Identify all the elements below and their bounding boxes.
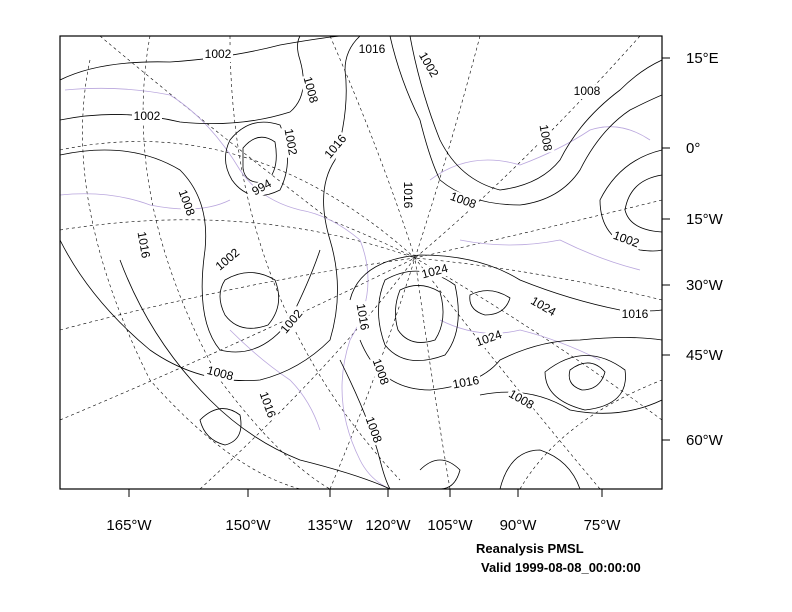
x-ticks — [128, 489, 603, 497]
contour-label: 1008 — [206, 363, 236, 384]
lat-label: 0° — [686, 140, 700, 157]
y-ticks — [662, 57, 670, 441]
lon-label: 165°W — [106, 517, 152, 534]
contour-label-bg — [535, 122, 555, 154]
contour-label-bg — [203, 48, 233, 62]
contour-label-bg — [450, 373, 482, 393]
contour-label: 1016 — [401, 182, 415, 209]
contour-label: 1016 — [451, 373, 480, 391]
contour-label-bg — [212, 244, 244, 276]
contour-label: 1002 — [205, 47, 232, 61]
lat-label: 30°W — [686, 277, 724, 294]
contour-label: 1016 — [135, 230, 153, 259]
contour-label: 1016 — [622, 307, 649, 321]
contour-label-bg — [280, 126, 300, 158]
lat-label: 15°E — [686, 50, 719, 67]
contour-label-bg — [255, 388, 279, 422]
contour-label-bg — [276, 306, 308, 338]
contour-label-bg — [361, 413, 385, 447]
lon-label: 90°W — [500, 517, 538, 534]
contour-label: 1008 — [574, 84, 601, 98]
contour-label: 1016 — [359, 42, 386, 56]
lat-label: 45°W — [686, 347, 724, 364]
lat-label: 60°W — [686, 432, 724, 449]
contour-label-bg — [352, 301, 372, 333]
contour-label-bg — [414, 48, 442, 82]
contour-label-bg — [132, 110, 162, 124]
contour-label: 1016 — [354, 302, 372, 331]
contour-label-bg — [357, 43, 387, 57]
contour-label: 1008 — [537, 123, 555, 152]
map-body — [60, 36, 662, 489]
contour-label-bg — [368, 355, 392, 389]
isobars — [60, 36, 662, 489]
contour-label-bg — [133, 229, 153, 261]
contour-label-bg — [299, 73, 321, 107]
contour-label-bg — [609, 228, 643, 252]
contour-label-bg — [472, 327, 506, 351]
lon-label: 150°W — [225, 517, 271, 534]
contour-label: 1008 — [301, 75, 322, 105]
contour-label-bg — [245, 174, 279, 202]
contour-label-bg — [526, 293, 560, 321]
contour-label-bg — [504, 386, 538, 414]
y-axis-labels: 15°E 0° 15°W 30°W 45°W 60°W — [686, 50, 724, 449]
lat-label: 15°W — [686, 211, 724, 228]
contour-label-bg — [174, 186, 198, 220]
lon-label: 75°W — [584, 517, 622, 534]
map-frame — [59, 35, 663, 490]
plot-title: Reanalysis PMSL — [476, 541, 584, 556]
contour-label-bg — [320, 131, 352, 163]
contour-label-bg — [400, 180, 414, 210]
contour-label-bg — [620, 308, 650, 322]
contour-label-bg — [418, 261, 452, 283]
lon-label: 105°W — [427, 517, 473, 534]
plot-subtitle: Valid 1999-08-08_00:00:00 — [481, 560, 641, 575]
coastlines — [60, 87, 651, 489]
contour-label-bg — [446, 189, 480, 213]
contour-label-bg — [572, 85, 602, 99]
lon-label: 135°W — [307, 517, 353, 534]
contour-label: 1002 — [134, 109, 161, 123]
lon-label: 120°W — [365, 517, 411, 534]
x-axis-labels: 165°W 150°W 135°W 120°W 105°W 90°W 75°W — [106, 517, 621, 534]
graticule — [60, 36, 662, 489]
contour-label-bg — [203, 363, 237, 385]
contour-label: 1002 — [282, 127, 300, 156]
contour-label: 1024 — [420, 261, 450, 282]
